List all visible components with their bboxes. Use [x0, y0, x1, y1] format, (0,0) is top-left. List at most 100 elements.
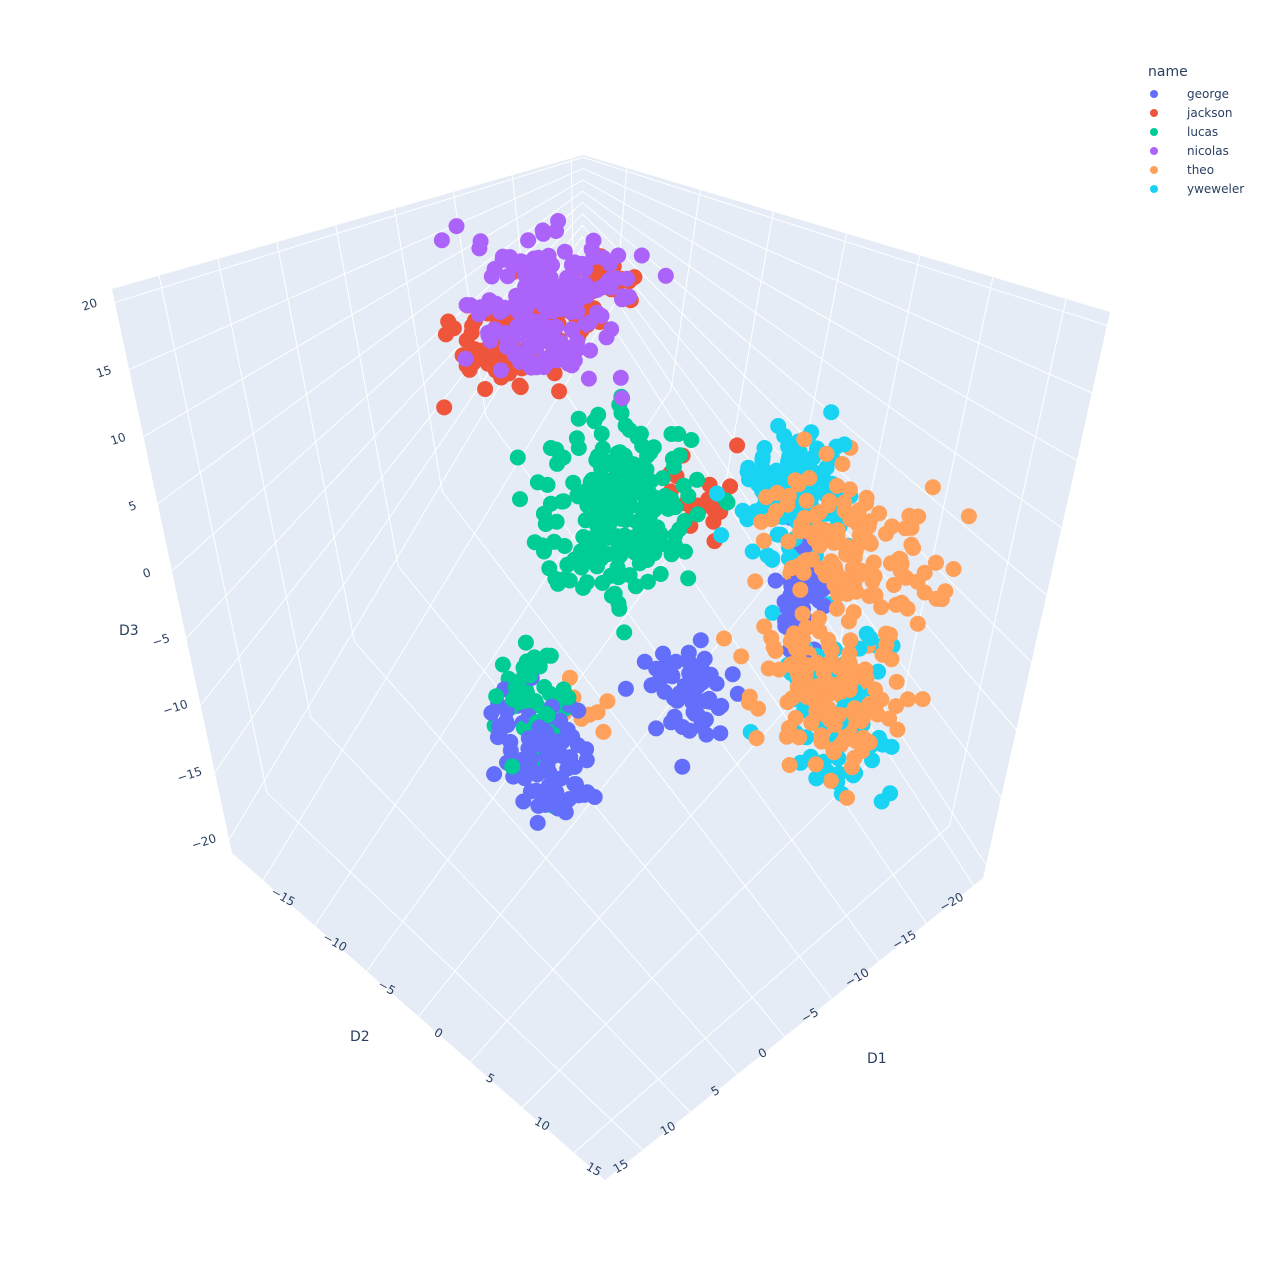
point-theo[interactable] [924, 479, 941, 496]
point-nicolas[interactable] [595, 249, 612, 266]
point-nicolas[interactable] [458, 297, 475, 313]
point-george[interactable] [777, 612, 794, 629]
point-theo[interactable] [755, 532, 772, 549]
point-theo[interactable] [905, 540, 922, 556]
point-theo[interactable] [747, 573, 764, 590]
point-lucas[interactable] [522, 667, 539, 684]
point-george[interactable] [528, 782, 545, 799]
point-theo[interactable] [789, 679, 806, 695]
point-lucas[interactable] [629, 429, 646, 446]
point-nicolas[interactable] [552, 334, 569, 351]
point-theo[interactable] [885, 577, 902, 593]
point-george[interactable] [578, 741, 595, 758]
point-theo[interactable] [822, 556, 839, 573]
point-theo[interactable] [778, 728, 795, 745]
point-yweweler[interactable] [823, 404, 840, 421]
point-nicolas[interactable] [614, 390, 631, 407]
point-george[interactable] [566, 758, 583, 775]
point-theo[interactable] [858, 495, 875, 512]
point-george[interactable] [696, 650, 713, 667]
point-lucas[interactable] [616, 624, 633, 641]
point-lucas[interactable] [586, 413, 603, 430]
point-yweweler[interactable] [764, 551, 781, 568]
legend-item-nicolas[interactable]: nicolas [1148, 141, 1244, 160]
point-theo[interactable] [795, 564, 812, 581]
point-nicolas[interactable] [550, 213, 567, 229]
point-george[interactable] [667, 653, 684, 670]
point-jackson[interactable] [477, 381, 494, 397]
point-theo[interactable] [844, 759, 860, 776]
point-lucas[interactable] [549, 575, 566, 592]
point-lucas[interactable] [654, 470, 671, 487]
point-lucas[interactable] [625, 481, 642, 498]
point-george[interactable] [692, 632, 709, 649]
point-nicolas[interactable] [569, 303, 586, 320]
point-theo[interactable] [787, 710, 804, 726]
point-theo[interactable] [945, 561, 962, 577]
legend-item-theo[interactable]: theo [1148, 160, 1244, 179]
point-nicolas[interactable] [457, 350, 474, 367]
point-lucas[interactable] [676, 513, 693, 529]
point-nicolas[interactable] [492, 304, 509, 320]
point-lucas[interactable] [652, 525, 669, 542]
point-yweweler[interactable] [797, 454, 814, 471]
point-george[interactable] [499, 717, 516, 734]
point-yweweler[interactable] [862, 630, 879, 647]
point-george[interactable] [702, 666, 719, 683]
point-lucas[interactable] [494, 656, 511, 673]
point-lucas[interactable] [637, 527, 654, 544]
point-george[interactable] [515, 793, 532, 810]
point-lucas[interactable] [663, 546, 680, 563]
point-lucas[interactable] [537, 516, 554, 532]
point-nicolas[interactable] [559, 269, 576, 286]
point-theo[interactable] [796, 431, 813, 448]
point-theo[interactable] [842, 580, 859, 597]
point-theo[interactable] [903, 519, 920, 536]
point-theo[interactable] [792, 581, 809, 598]
point-theo[interactable] [792, 663, 809, 679]
point-theo[interactable] [825, 744, 842, 761]
point-lucas[interactable] [626, 544, 643, 561]
point-george[interactable] [617, 680, 634, 697]
point-theo[interactable] [791, 729, 808, 746]
point-theo[interactable] [867, 587, 884, 604]
point-george[interactable] [486, 766, 503, 783]
point-nicolas[interactable] [528, 359, 545, 376]
point-lucas[interactable] [611, 444, 628, 461]
point-lucas[interactable] [536, 679, 553, 695]
point-lucas[interactable] [635, 514, 651, 531]
point-lucas[interactable] [667, 527, 684, 544]
point-lucas[interactable] [517, 634, 534, 651]
point-lucas[interactable] [527, 693, 544, 710]
point-lucas[interactable] [609, 528, 626, 545]
point-lucas[interactable] [675, 477, 692, 494]
point-lucas[interactable] [555, 493, 572, 510]
point-nicolas[interactable] [472, 233, 489, 250]
point-theo[interactable] [909, 615, 926, 632]
point-george[interactable] [579, 784, 596, 801]
point-theo[interactable] [811, 610, 827, 627]
point-george[interactable] [674, 758, 691, 775]
point-lucas[interactable] [512, 491, 528, 508]
point-george[interactable] [648, 720, 665, 737]
point-nicolas[interactable] [657, 267, 674, 284]
point-theo[interactable] [748, 730, 765, 747]
point-nicolas[interactable] [582, 342, 599, 359]
point-theo[interactable] [914, 691, 931, 708]
point-theo[interactable] [780, 533, 797, 550]
point-theo[interactable] [796, 553, 813, 570]
point-theo[interactable] [853, 562, 870, 579]
point-nicolas[interactable] [556, 243, 573, 260]
point-theo[interactable] [901, 507, 918, 524]
point-lucas[interactable] [536, 543, 552, 560]
point-lucas[interactable] [512, 686, 529, 702]
point-theo[interactable] [813, 733, 830, 750]
point-george[interactable] [502, 733, 519, 750]
point-lucas[interactable] [600, 546, 617, 563]
point-george[interactable] [701, 693, 718, 710]
point-george[interactable] [729, 685, 746, 702]
point-nicolas[interactable] [534, 294, 551, 311]
point-nicolas[interactable] [580, 370, 597, 387]
point-theo[interactable] [798, 492, 815, 509]
